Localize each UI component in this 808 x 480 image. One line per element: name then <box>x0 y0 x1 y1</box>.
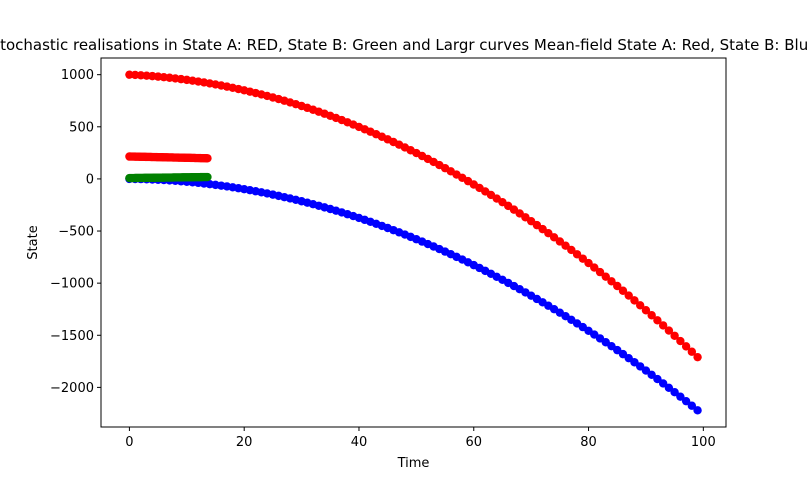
axes-frame <box>101 58 726 427</box>
data-point <box>624 291 633 300</box>
data-point <box>618 286 628 295</box>
data-point <box>561 241 570 250</box>
data-point <box>584 258 593 268</box>
x-tick-label: 60 <box>465 435 482 450</box>
data-point <box>590 263 599 272</box>
data-point <box>681 342 691 351</box>
y-tick-label: 500 <box>69 120 94 135</box>
y-tick-label: −500 <box>58 225 94 240</box>
data-point <box>641 306 651 315</box>
data-point <box>687 401 697 410</box>
data-point <box>607 277 616 286</box>
data-point <box>203 172 212 182</box>
data-point <box>555 237 565 246</box>
data-point <box>613 281 622 291</box>
series-0 <box>125 70 702 362</box>
data-point <box>676 392 685 401</box>
y-tick-label: 1000 <box>61 68 94 83</box>
data-point <box>647 370 656 380</box>
data-point <box>630 296 639 305</box>
chart-title: Stochastic realisations in State A: RED,… <box>0 36 808 54</box>
y-tick-label: −2000 <box>50 381 94 396</box>
data-point <box>653 374 662 384</box>
data-point <box>676 336 685 346</box>
data-point <box>658 321 668 330</box>
data-point <box>658 379 668 388</box>
data-point <box>567 245 576 255</box>
axes-border <box>100 57 727 428</box>
series-3 <box>125 172 212 183</box>
data-point <box>578 254 588 263</box>
data-point <box>595 267 605 277</box>
data-point <box>641 366 651 375</box>
data-point <box>670 331 679 340</box>
data-point <box>653 316 662 325</box>
data-point <box>647 311 656 320</box>
y-tick-label: −1500 <box>50 329 94 344</box>
data-point <box>681 396 691 406</box>
data-point <box>693 352 702 362</box>
series-layer <box>125 70 702 415</box>
x-axis-ticks: 0 20 40 60 80 100 <box>125 427 716 450</box>
data-point <box>635 301 645 310</box>
data-point <box>601 272 610 281</box>
x-tick-label: 80 <box>580 435 597 450</box>
y-tick-label: −1000 <box>50 277 94 292</box>
data-point <box>572 250 582 259</box>
x-tick-label: 0 <box>125 435 133 450</box>
y-axis-label: State <box>26 225 41 259</box>
x-tick-label: 20 <box>236 435 253 450</box>
data-point <box>664 326 674 335</box>
y-tick-label: 0 <box>86 172 94 187</box>
x-tick-label: 40 <box>351 435 368 450</box>
x-tick-label: 100 <box>691 435 716 450</box>
data-point <box>203 154 212 163</box>
series-2 <box>125 152 212 163</box>
data-point <box>664 383 674 392</box>
plot-area: 0 20 40 60 80 100 1000 500 0 −500 −1000 −1500 −2000 <box>50 57 727 450</box>
x-axis-label: Time <box>397 456 430 471</box>
data-point <box>670 387 679 397</box>
data-point <box>687 347 697 356</box>
data-point <box>693 406 702 415</box>
y-axis-ticks: 1000 500 0 −500 −1000 −1500 −2000 <box>50 68 101 396</box>
